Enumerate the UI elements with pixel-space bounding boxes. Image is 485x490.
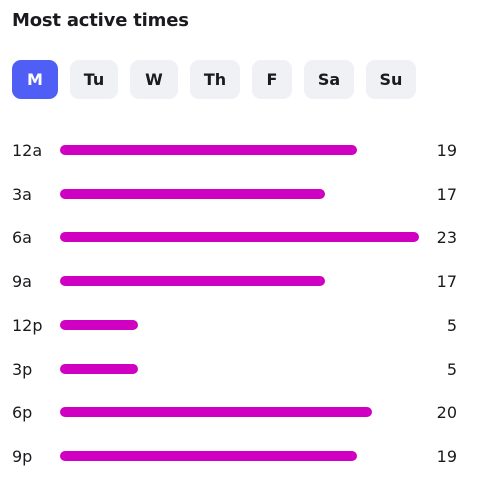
- value-label: 23: [436, 228, 457, 247]
- bar-track: [60, 451, 419, 461]
- activity-bar: [60, 189, 325, 199]
- day-tab-w[interactable]: W: [130, 60, 178, 99]
- bar-track: [60, 276, 419, 286]
- value-label: 19: [436, 447, 457, 466]
- activity-bar: [60, 145, 357, 155]
- value-label: 19: [436, 141, 457, 160]
- bar-track: [60, 232, 419, 242]
- activity-bar: [60, 276, 325, 286]
- activity-bar: [60, 232, 419, 242]
- time-label: 3a: [12, 185, 32, 204]
- activity-row: 6a 23: [0, 216, 485, 260]
- value-label: 17: [436, 272, 457, 291]
- time-label: 12p: [12, 316, 43, 335]
- day-tab-sa[interactable]: Sa: [304, 60, 354, 99]
- value-label: 20: [436, 403, 457, 422]
- activity-bar: [60, 451, 357, 461]
- activity-row: 9a 17: [0, 260, 485, 304]
- day-tab-m[interactable]: M: [12, 60, 58, 99]
- page-title: Most active times: [12, 10, 189, 31]
- bar-track: [60, 407, 419, 417]
- time-label: 6a: [12, 228, 32, 247]
- time-label: 12a: [12, 141, 43, 160]
- activity-row: 3p 5: [0, 348, 485, 392]
- bar-track: [60, 145, 419, 155]
- time-label: 9a: [12, 272, 32, 291]
- activity-row: 9p 19: [0, 435, 485, 479]
- activity-row: 3a 17: [0, 173, 485, 217]
- time-label: 6p: [12, 403, 33, 422]
- time-label: 9p: [12, 447, 33, 466]
- bar-track: [60, 189, 419, 199]
- day-tabs: M Tu W Th F Sa Su: [12, 60, 428, 99]
- value-label: 17: [436, 185, 457, 204]
- day-tab-f[interactable]: F: [252, 60, 292, 99]
- activity-bar: [60, 320, 138, 330]
- day-tab-su[interactable]: Su: [366, 60, 416, 99]
- value-label: 5: [446, 360, 457, 379]
- activity-bar: [60, 364, 138, 374]
- activity-bar: [60, 407, 372, 417]
- bar-track: [60, 364, 419, 374]
- activity-row: 6p 20: [0, 391, 485, 435]
- bar-track: [60, 320, 419, 330]
- activity-row: 12a 19: [0, 129, 485, 173]
- value-label: 5: [446, 316, 457, 335]
- activity-row: 12p 5: [0, 304, 485, 348]
- time-label: 3p: [12, 360, 33, 379]
- day-tab-tu[interactable]: Tu: [70, 60, 118, 99]
- day-tab-th[interactable]: Th: [190, 60, 240, 99]
